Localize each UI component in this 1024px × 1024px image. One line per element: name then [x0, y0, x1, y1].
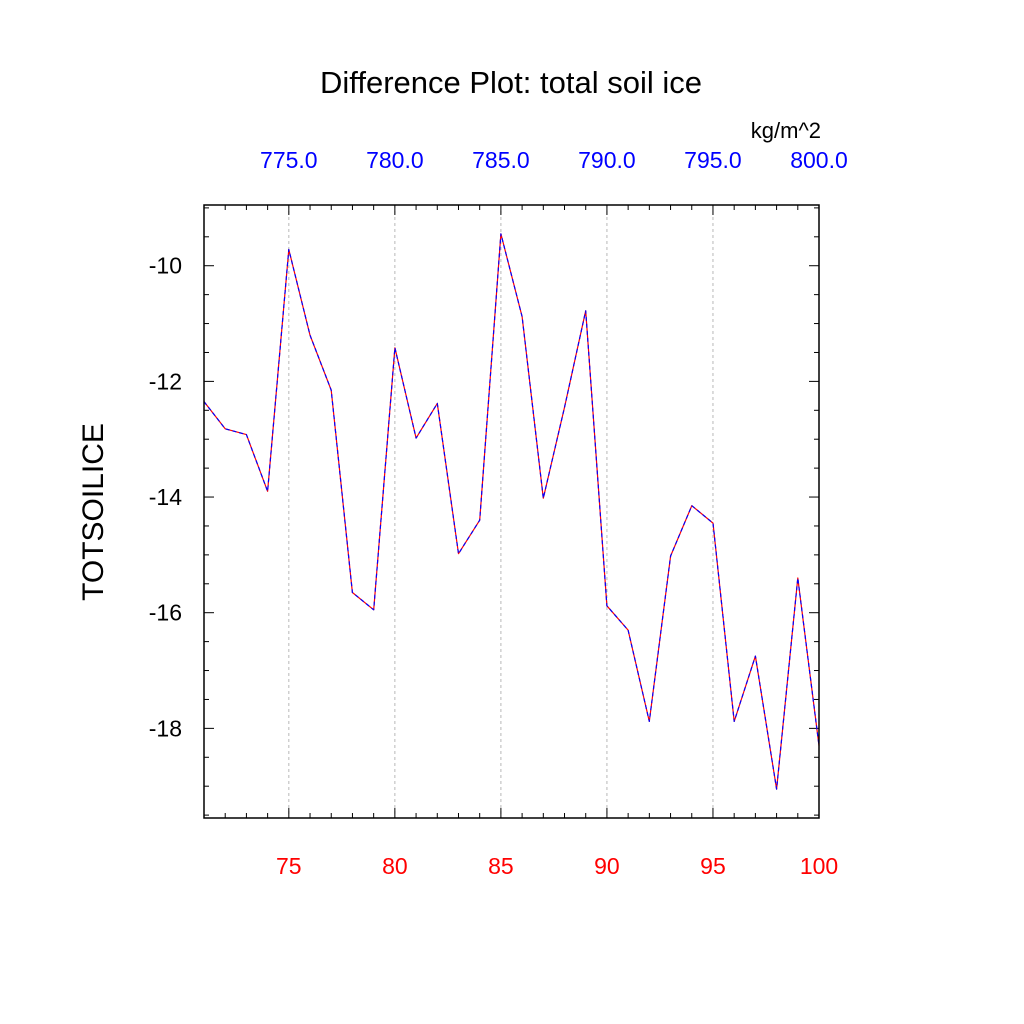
x-tick-label-top: 785.0: [472, 147, 530, 173]
y-tick-label: -16: [149, 600, 182, 626]
y-tick-label: -18: [149, 715, 182, 741]
units-label: kg/m^2: [751, 118, 821, 143]
x-tick-label-top: 800.0: [790, 147, 848, 173]
y-tick-label: -12: [149, 368, 182, 394]
x-tick-label-bottom: 90: [594, 853, 620, 879]
y-axis-label: TOTSOILICE: [77, 423, 110, 601]
axis-ticks: [203, 205, 820, 818]
data-series: [203, 233, 820, 790]
series-line-blue: [203, 233, 820, 790]
chart-title: Difference Plot: total soil ice: [320, 65, 702, 100]
x-tick-label-top: 795.0: [684, 147, 742, 173]
x-tick-label-bottom: 95: [700, 853, 726, 879]
x-tick-label-bottom: 75: [276, 853, 302, 879]
x-tick-label-bottom: 100: [800, 853, 838, 879]
plot-frame: [203, 204, 820, 819]
y-tick-label: -10: [149, 253, 182, 279]
grid-lines: [288, 205, 714, 818]
x-tick-label-top: 780.0: [366, 147, 424, 173]
x-tick-label-top: 790.0: [578, 147, 636, 173]
y-tick-label: -14: [149, 484, 182, 510]
x-tick-label-top: 775.0: [260, 147, 318, 173]
series-line-red: [203, 233, 820, 790]
tick-labels: 75 80 85 90 95 100 775.0 780.0 785.0 790.0 795.0 80…: [149, 147, 848, 879]
x-tick-label-bottom: 85: [488, 853, 514, 879]
x-tick-label-bottom: 80: [382, 853, 408, 879]
